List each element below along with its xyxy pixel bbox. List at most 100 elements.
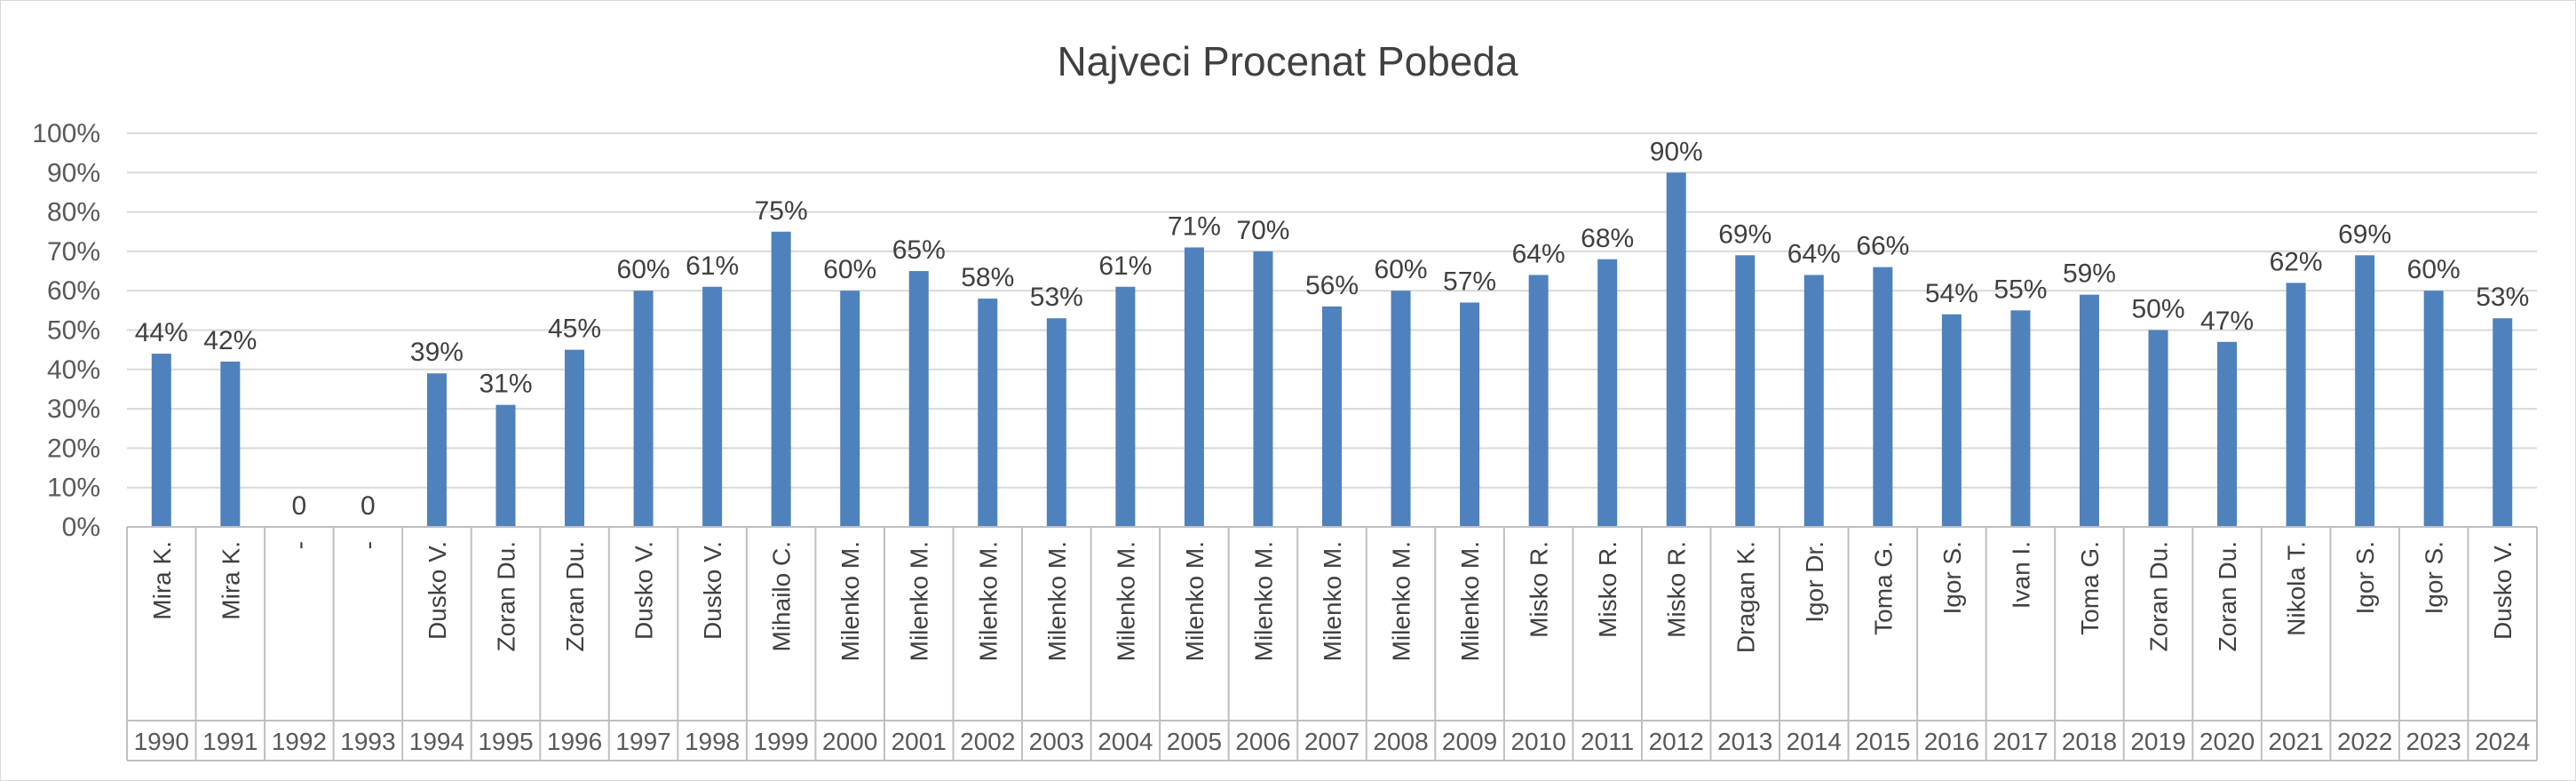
bar bbox=[426, 373, 447, 527]
y-tick-label: 60% bbox=[47, 276, 100, 306]
x-category-name: Nikola T. bbox=[2283, 541, 2310, 636]
x-category-name: - bbox=[354, 541, 382, 549]
data-label: 54% bbox=[1925, 279, 1978, 308]
data-label: 50% bbox=[2131, 295, 2184, 324]
bar bbox=[1046, 318, 1066, 527]
x-category-year: 1998 bbox=[685, 728, 740, 755]
x-category-name: Milenko M. bbox=[1181, 541, 1209, 661]
data-label: 53% bbox=[1030, 283, 1083, 312]
data-label: 39% bbox=[410, 338, 464, 367]
x-category-year: 1997 bbox=[615, 728, 670, 755]
data-label: 64% bbox=[1787, 239, 1841, 268]
data-label: 0 bbox=[361, 491, 376, 521]
x-category-name: Zoran Du. bbox=[2214, 541, 2241, 652]
y-tick-label: 20% bbox=[47, 434, 100, 463]
x-category-name: Misko R. bbox=[1663, 541, 1691, 638]
x-category-name: Dragan K. bbox=[1732, 541, 1759, 653]
x-category-year: 1994 bbox=[409, 728, 464, 755]
bar bbox=[2493, 318, 2513, 527]
data-label: 61% bbox=[686, 251, 739, 281]
x-category-name: Igor S. bbox=[2421, 541, 2448, 614]
data-label: 58% bbox=[961, 263, 1014, 292]
x-axis: Mira K. 1990 Mira K. 1991 - 1992 - 1993 Dusko V.… bbox=[126, 526, 2538, 761]
x-category-year: 2022 bbox=[2337, 728, 2392, 755]
x-category-year: 2001 bbox=[892, 728, 947, 755]
y-tick-label: 30% bbox=[47, 394, 100, 424]
bar bbox=[1253, 251, 1273, 527]
bar bbox=[978, 299, 998, 527]
data-labels: 44% 42% 0 0 39% 31% 45% 60% 61% 75% 60% 65% 58% 53% 61… bbox=[135, 137, 2530, 521]
y-tick-label: 50% bbox=[47, 316, 100, 346]
x-category-name: Milenko M. bbox=[1388, 541, 1415, 661]
x-category-year: 2019 bbox=[2130, 728, 2185, 755]
data-label: 0 bbox=[292, 491, 307, 521]
x-category-name: Ivan I. bbox=[2007, 541, 2034, 609]
bar bbox=[220, 361, 241, 527]
x-category-year: 2009 bbox=[1442, 728, 1497, 755]
bar bbox=[1322, 306, 1342, 527]
bar bbox=[771, 231, 791, 527]
y-tick-label: 0% bbox=[62, 513, 100, 542]
x-category-name: Milenko M. bbox=[1043, 541, 1071, 661]
y-tick-label: 80% bbox=[47, 198, 100, 227]
data-label: 64% bbox=[1512, 239, 1565, 268]
data-label: 42% bbox=[203, 326, 257, 355]
x-category-name: Milenko M. bbox=[836, 541, 864, 661]
x-category-year: 1992 bbox=[272, 728, 327, 755]
data-label: 75% bbox=[755, 196, 808, 226]
data-label: 71% bbox=[1168, 211, 1221, 241]
x-category-name: Igor S. bbox=[1938, 541, 1966, 614]
bar bbox=[908, 271, 929, 527]
bar bbox=[151, 354, 171, 527]
x-category-year: 2015 bbox=[1855, 728, 1910, 755]
x-category-year: 1995 bbox=[478, 728, 533, 755]
data-label: 69% bbox=[2338, 219, 2391, 249]
data-label: 69% bbox=[1718, 219, 1771, 249]
bar bbox=[1873, 267, 1893, 527]
data-label: 31% bbox=[479, 370, 532, 399]
bar bbox=[495, 404, 516, 527]
x-category-name: Milenko M. bbox=[1112, 541, 1139, 661]
bar bbox=[1735, 255, 1756, 527]
x-category-name: Igor S. bbox=[2351, 541, 2379, 614]
x-category-year: 2002 bbox=[960, 728, 1015, 755]
x-category-year: 2007 bbox=[1304, 728, 1359, 755]
bar bbox=[2286, 283, 2306, 527]
data-label: 60% bbox=[823, 255, 876, 284]
data-label: 53% bbox=[2476, 283, 2529, 312]
data-label: 45% bbox=[548, 315, 601, 344]
x-category-name: Igor Dr. bbox=[1801, 541, 1828, 623]
y-tick-label: 90% bbox=[47, 158, 100, 187]
x-category-year: 1993 bbox=[340, 728, 395, 755]
data-label: 60% bbox=[1375, 255, 1428, 284]
x-category-year: 2014 bbox=[1787, 728, 1842, 755]
bar bbox=[1528, 275, 1549, 527]
data-label: 90% bbox=[1650, 137, 1703, 166]
x-category-year: 2011 bbox=[1581, 728, 1634, 755]
x-category-name: Dusko V. bbox=[630, 541, 658, 640]
x-category-name: Milenko M. bbox=[1456, 541, 1484, 661]
x-category-name: Zoran Du. bbox=[561, 541, 589, 652]
bars bbox=[151, 172, 2513, 528]
data-label: 44% bbox=[135, 318, 188, 347]
x-category-year: 2021 bbox=[2268, 728, 2323, 755]
x-category-name: - bbox=[286, 541, 313, 549]
data-label: 65% bbox=[892, 235, 946, 265]
x-category-name: Mira K. bbox=[148, 541, 176, 620]
bar bbox=[2217, 341, 2238, 527]
data-label: 59% bbox=[2063, 259, 2116, 289]
x-category-year: 2018 bbox=[2062, 728, 2117, 755]
bar bbox=[1391, 291, 1411, 527]
data-label: 70% bbox=[1236, 216, 1289, 245]
x-category-year: 2024 bbox=[2475, 728, 2530, 755]
bar bbox=[1941, 314, 1962, 527]
bar bbox=[1115, 286, 1136, 527]
x-category-year: 1991 bbox=[202, 728, 258, 755]
data-label: 68% bbox=[1581, 224, 1634, 253]
x-category-year: 2005 bbox=[1167, 728, 1222, 755]
x-category-year: 1999 bbox=[754, 728, 809, 755]
y-tick-label: 70% bbox=[47, 237, 100, 267]
x-category-year: 2017 bbox=[1993, 728, 2048, 755]
data-label: 55% bbox=[1993, 275, 2047, 304]
